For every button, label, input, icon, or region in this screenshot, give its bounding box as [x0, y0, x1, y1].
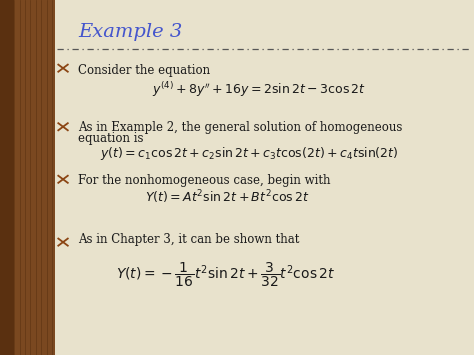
Bar	[0, 0, 14, 355]
Text: As in Example 2, the general solution of homogeneous: As in Example 2, the general solution of…	[78, 121, 402, 134]
Text: Consider the equation: Consider the equation	[78, 64, 210, 77]
Text: $Y(t)=-\dfrac{1}{16}t^2\sin 2t+\dfrac{3}{32}t^2\cos 2t$: $Y(t)=-\dfrac{1}{16}t^2\sin 2t+\dfrac{3}…	[116, 261, 336, 289]
Text: equation is: equation is	[78, 132, 144, 145]
Text: $y(t)=c_1\cos 2t+c_2\sin 2t+c_3 t\cos(2t)+c_4 t\sin(2t)$: $y(t)=c_1\cos 2t+c_2\sin 2t+c_3 t\cos(2t…	[100, 145, 398, 162]
Text: $y^{(4)}+8y''+16y=2\sin 2t-3\cos 2t$: $y^{(4)}+8y''+16y=2\sin 2t-3\cos 2t$	[152, 80, 365, 99]
Text: For the nonhomogeneous case, begin with: For the nonhomogeneous case, begin with	[78, 174, 331, 187]
Text: $Y(t)=At^2\sin 2t+Bt^2\cos 2t$: $Y(t)=At^2\sin 2t+Bt^2\cos 2t$	[145, 189, 309, 207]
Text: Example 3: Example 3	[78, 23, 182, 41]
Text: As in Chapter 3, it can be shown that: As in Chapter 3, it can be shown that	[78, 233, 300, 246]
Bar	[0, 0, 55, 355]
